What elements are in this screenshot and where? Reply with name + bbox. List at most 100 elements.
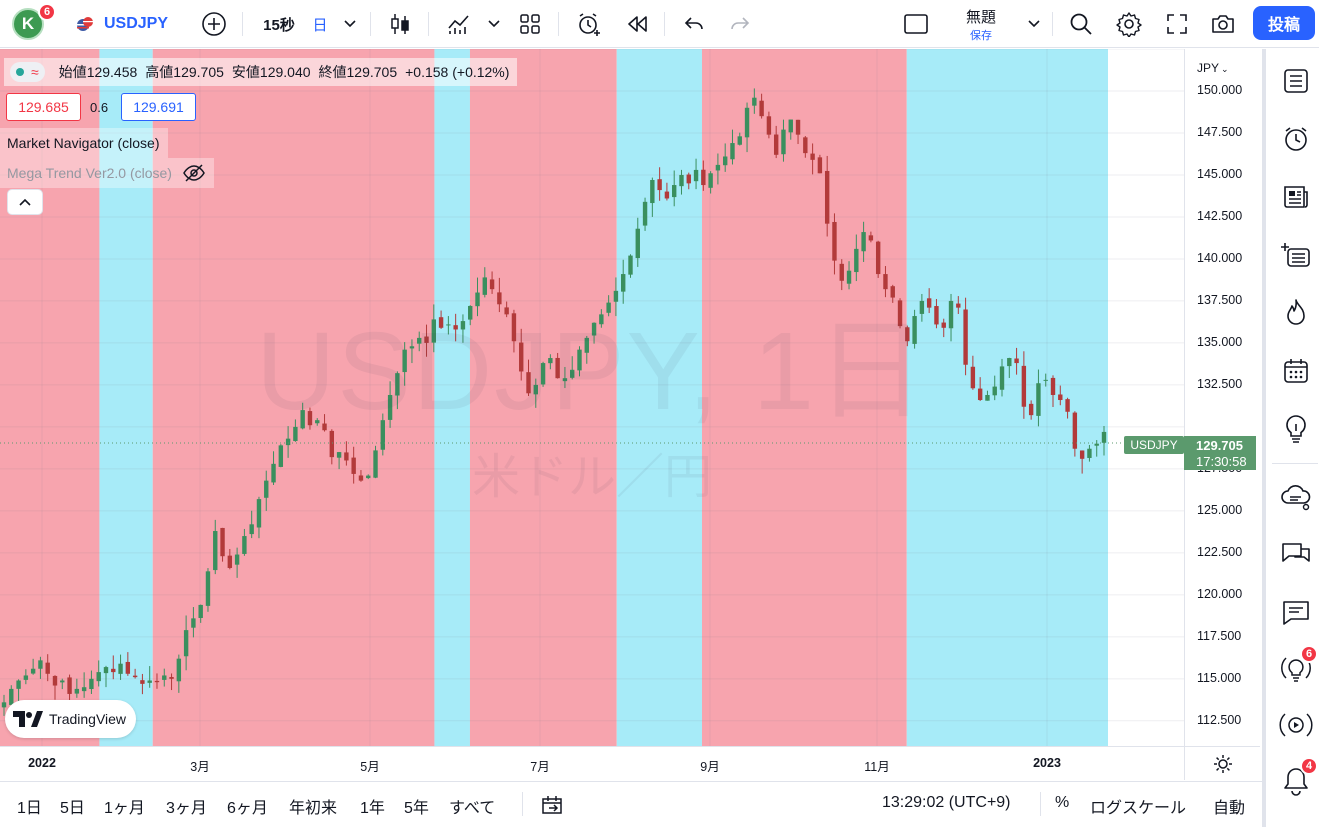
candle-down [934, 306, 939, 325]
candle-up [482, 277, 487, 295]
chevron-down-icon [488, 20, 500, 28]
clock-timezone[interactable]: 13:29:02 (UTC+9) [882, 794, 1011, 811]
candle-down [817, 157, 823, 174]
hotlists-button[interactable] [1276, 293, 1316, 333]
trend-zone-red [0, 49, 100, 746]
candle-up [242, 536, 247, 554]
day-interval-button[interactable]: 日 [306, 0, 334, 48]
indicators-dropdown[interactable] [484, 0, 504, 48]
candle-up [1087, 448, 1092, 458]
range-5d[interactable]: 5日 [60, 800, 85, 817]
notification-badge: 6 [38, 3, 56, 21]
date-range-icon[interactable] [540, 794, 564, 816]
compare-add-button[interactable] [198, 0, 230, 48]
range-1y[interactable]: 1年 [360, 800, 385, 817]
time-tick-label: 3月 [190, 760, 210, 774]
indicator-mega-trend[interactable]: Mega Trend Ver2.0 (close) [0, 158, 214, 188]
publish-button[interactable]: 投稿 [1253, 6, 1315, 40]
range-1d[interactable]: 1日 [17, 800, 42, 817]
symbol-search-button[interactable]: USDJPY [74, 0, 174, 48]
range-all[interactable]: すべて [449, 800, 496, 817]
replay-button[interactable] [620, 0, 654, 48]
chats-button[interactable] [1276, 477, 1316, 517]
alerts-panel-button[interactable] [1276, 119, 1316, 159]
time-tick-label: 7月 [530, 760, 550, 774]
messages-button[interactable] [1276, 535, 1316, 575]
range-ytd[interactable]: 年初来 [289, 800, 338, 817]
percent-toggle[interactable]: % [1055, 794, 1070, 811]
buy-button[interactable]: 129.691 [121, 93, 196, 121]
bar-countdown: 17:30:58 [1196, 454, 1247, 469]
candle-down [963, 309, 968, 365]
bottom-toolbar: 1日 5日 1ヶ月 3ヶ月 6ヶ月 年初来 1年 5年 すべて 13:29:02… [0, 781, 1262, 827]
candle-up [60, 680, 65, 683]
candle-down [905, 327, 910, 342]
redo-button[interactable] [724, 0, 756, 48]
range-3m[interactable]: 3ヶ月 [166, 800, 207, 817]
interval-dropdown[interactable] [340, 0, 360, 48]
settings-button[interactable] [1112, 0, 1146, 48]
candle-down [664, 191, 670, 199]
right-sidebar: 6 4 [1262, 49, 1319, 827]
save-layout-button[interactable]: 無題 保存 [946, 0, 1016, 48]
chart-type-button[interactable] [384, 0, 416, 48]
undo-button[interactable] [678, 0, 710, 48]
indicators-button[interactable] [442, 0, 476, 48]
range-6m[interactable]: 6ヶ月 [227, 800, 268, 817]
add-list-button[interactable] [1276, 235, 1316, 275]
watchlist-button[interactable] [1276, 61, 1316, 101]
tradingview-logo[interactable]: TradingView [5, 700, 136, 738]
candle-up [191, 618, 196, 628]
sell-button[interactable]: 129.685 [6, 93, 81, 121]
last-price-value: 129.705 [1196, 438, 1243, 453]
auto-scale-toggle[interactable]: 自動 [1213, 800, 1246, 817]
streams-button[interactable] [1276, 705, 1316, 745]
snapshot-button[interactable] [1206, 0, 1240, 48]
calendar-button[interactable] [1276, 351, 1316, 391]
candle-up [271, 463, 276, 483]
candle-down [824, 170, 830, 224]
price-tick-label: 140.000 [1197, 250, 1243, 265]
currency-selector[interactable]: JPY ⌄ [1197, 61, 1229, 75]
ideas-stream-button[interactable]: 6 [1276, 645, 1318, 689]
axis-settings-button[interactable] [1184, 746, 1260, 780]
candle-up [1036, 383, 1041, 416]
price-axis[interactable]: JPY ⌄ 150.000 147.500 145.000 142.500 140.000… [1184, 49, 1260, 746]
candle-up [577, 349, 582, 371]
comments-button[interactable] [1276, 593, 1316, 633]
range-1m[interactable]: 1ヶ月 [104, 800, 145, 817]
candle-down [351, 457, 356, 474]
candle-up [402, 349, 407, 373]
search-button[interactable] [1064, 0, 1098, 48]
candle-down [519, 342, 524, 372]
eye-hidden-icon[interactable] [182, 164, 206, 182]
grid-icon [520, 14, 540, 34]
chart-pane[interactable]: USDJPY, 1日 米ドル／円 ≈ 始値 129.458 高値 129.705 安… [0, 49, 1184, 746]
candle-down [154, 680, 160, 683]
news-button[interactable] [1276, 177, 1316, 217]
interval-button[interactable]: 15秒 [258, 0, 300, 48]
indicator-market-navigator[interactable]: Market Navigator (close) [0, 128, 168, 158]
fullscreen-button[interactable] [1160, 0, 1194, 48]
candle-down [832, 221, 837, 261]
candle-up [540, 363, 546, 385]
layout-snapshot-button[interactable] [896, 0, 936, 48]
time-axis[interactable]: 2022 3月 5月 7月 9月 11月 2023 [0, 746, 1184, 780]
candle-down [759, 100, 764, 117]
legend-status[interactable]: ≈ [10, 62, 45, 82]
candle-up [373, 450, 378, 478]
layouts-button[interactable] [514, 0, 546, 48]
ideas-button[interactable] [1276, 409, 1316, 449]
log-scale-toggle[interactable]: ログスケール [1090, 800, 1187, 817]
range-5y[interactable]: 5年 [404, 800, 429, 817]
collapse-legend-button[interactable] [8, 190, 42, 214]
candle-up [912, 316, 917, 344]
list-add-icon [1281, 243, 1310, 267]
notifications-button[interactable]: 4 [1276, 757, 1318, 801]
candle-down [344, 452, 349, 461]
candle-up [621, 274, 626, 292]
alert-button[interactable] [572, 0, 606, 48]
layout-dropdown[interactable] [1024, 0, 1044, 48]
us-flag-icon [77, 17, 93, 31]
